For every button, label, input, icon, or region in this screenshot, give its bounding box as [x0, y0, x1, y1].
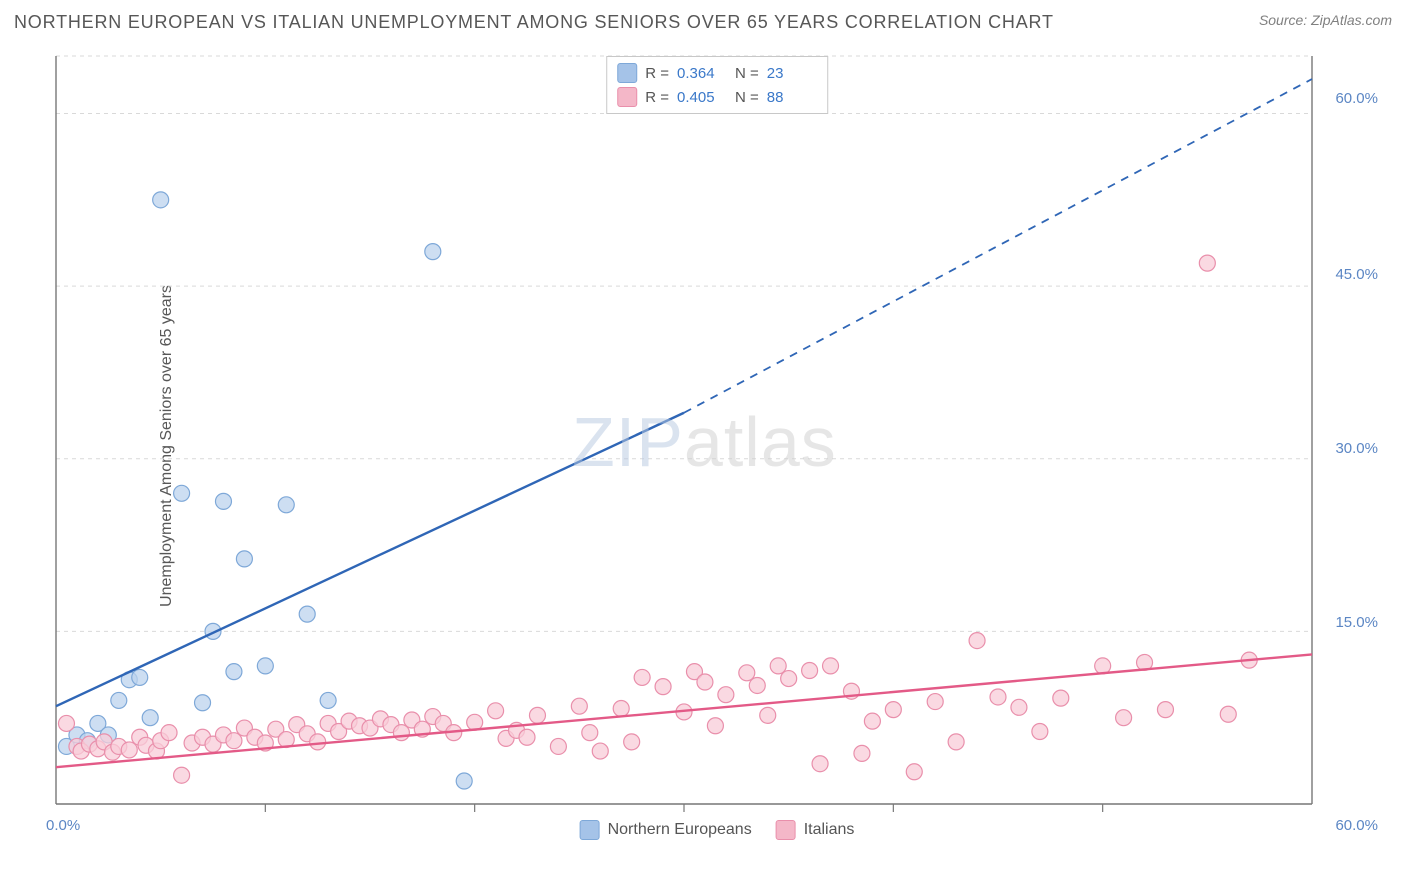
legend-swatch-icon [580, 820, 600, 840]
ytick-label: 45.0% [1335, 266, 1378, 283]
stat-label: N = [735, 89, 759, 106]
legend-stats: R = 0.364 N = 23 R = 0.405 N = 88 [606, 56, 828, 114]
stat-label: R = [645, 65, 669, 82]
stat-value: 88 [767, 89, 817, 106]
stat-value: 0.405 [677, 89, 727, 106]
legend-swatch-icon [776, 820, 796, 840]
stat-value: 23 [767, 65, 817, 82]
ytick-label: 30.0% [1335, 440, 1378, 457]
legend-item: Italians [776, 820, 855, 840]
stat-label: N = [735, 65, 759, 82]
chart-svg [52, 52, 1382, 840]
chart-title: NORTHERN EUROPEAN VS ITALIAN UNEMPLOYMEN… [14, 12, 1054, 33]
legend-item: Northern Europeans [580, 820, 752, 840]
plot-area: R = 0.364 N = 23 R = 0.405 N = 88 ZIPatl… [52, 52, 1382, 840]
legend-stats-row: R = 0.364 N = 23 [617, 61, 817, 85]
ytick-label: 60.0% [1335, 90, 1378, 107]
stat-label: R = [645, 89, 669, 106]
xtick-label: 60.0% [1335, 817, 1378, 834]
legend-swatch-icon [617, 63, 637, 83]
legend-label: Northern Europeans [608, 821, 752, 839]
xtick-label: 0.0% [46, 817, 80, 834]
legend-stats-row: R = 0.405 N = 88 [617, 85, 817, 109]
source-label: Source: ZipAtlas.com [1259, 12, 1392, 28]
ytick-label: 15.0% [1335, 614, 1378, 631]
legend-label: Italians [804, 821, 855, 839]
legend-series: Northern Europeans Italians [580, 820, 855, 840]
stat-value: 0.364 [677, 65, 727, 82]
legend-swatch-icon [617, 87, 637, 107]
